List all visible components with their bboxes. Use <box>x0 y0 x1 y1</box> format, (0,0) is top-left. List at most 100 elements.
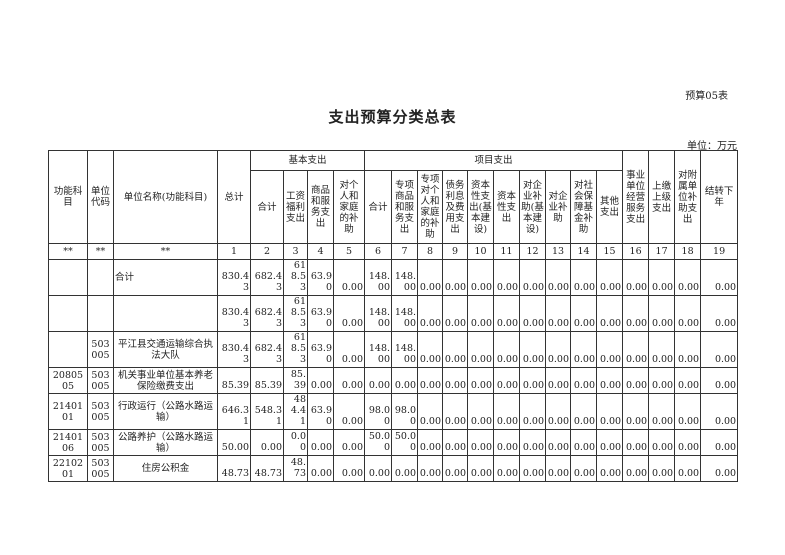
table-row: 2140106 503005 公路养护（公路水路运输） 50.00 0.00 0.00 0.… <box>48 429 739 456</box>
cell-amount: 0.00 <box>493 367 521 394</box>
cell-unit-name: 机关事业单位基本养老保险缴费支出 <box>113 367 218 394</box>
cell-unit-code: 503005 <box>87 331 114 368</box>
cell-amount: 48.73 <box>250 455 284 482</box>
cell-amount: 618.53 <box>283 295 308 332</box>
cell-amount: 0.00 <box>622 259 650 296</box>
table-row: 2140101 503005 行政运行（公路水路运输） 646.31 548.31 484… <box>48 393 739 430</box>
budget-table: 功能科目 单位代码 单位名称(功能科目) 总计 基本支出 项目支出 事业单位经营… <box>48 150 739 482</box>
cell-amount: 0.00 <box>442 455 469 482</box>
column-index: 5 <box>332 243 366 260</box>
cell-amount: 0.00 <box>622 455 650 482</box>
header-other-0: 事业单位经营服务支出 <box>622 150 650 244</box>
cell-unit-code: 503005 <box>87 455 114 482</box>
cell-amount: 50.00 <box>364 429 393 456</box>
cell-amount: 0.00 <box>622 367 650 394</box>
header-total: 总计 <box>217 150 251 244</box>
cell-amount: 0.00 <box>417 455 444 482</box>
header-unit-name: 单位名称(功能科目) <box>113 150 218 244</box>
header-basic-col: 对个人和家庭的补助 <box>332 170 366 244</box>
cell-amount: 0.00 <box>596 295 624 332</box>
cell-amount: 548.31 <box>250 393 284 430</box>
column-index: 1 <box>217 243 251 260</box>
column-index: 12 <box>519 243 547 260</box>
cell-amount: 0.00 <box>596 367 624 394</box>
cell-amount: 98.00 <box>391 393 419 430</box>
cell-amount: 0.00 <box>700 367 739 394</box>
cell-amount: 682.43 <box>250 331 284 368</box>
cell-amount: 0.00 <box>332 259 366 296</box>
cell-unit-name: 公路养护（公路水路运输） <box>113 429 218 456</box>
cell-amount: 0.00 <box>332 295 366 332</box>
header-project-col: 专项商品和服务支出 <box>391 170 419 244</box>
header-other-2: 对附属单位补助支出 <box>674 150 702 244</box>
cell-amount: 63.90 <box>307 259 334 296</box>
cell-amount: 0.00 <box>648 393 676 430</box>
cell-amount: 0.00 <box>493 295 521 332</box>
cell-amount: 0.00 <box>307 429 334 456</box>
cell-amount: 85.39 <box>217 367 251 394</box>
column-index: ** <box>87 243 114 260</box>
cell-amount: 0.00 <box>283 429 308 456</box>
cell-amount: 50.00 <box>391 429 419 456</box>
column-index: 14 <box>570 243 598 260</box>
cell-amount: 0.00 <box>493 429 521 456</box>
cell-amount: 0.00 <box>545 429 572 456</box>
cell-amount: 0.00 <box>700 259 739 296</box>
cell-amount: 48.73 <box>283 455 308 482</box>
header-func-subject: 功能科目 <box>48 150 88 244</box>
header-project-col: 对企业补助 <box>545 170 572 244</box>
cell-amount: 0.00 <box>545 259 572 296</box>
header-project-col: 对企业补助(基本建设) <box>519 170 547 244</box>
column-index: 17 <box>648 243 676 260</box>
cell-unit-name <box>113 295 218 332</box>
cell-unit-name: 合计 <box>113 259 218 296</box>
header-project-col: 专项对个人和家庭的补助 <box>417 170 444 244</box>
cell-amount: 0.00 <box>332 367 366 394</box>
cell-amount: 85.39 <box>283 367 308 394</box>
cell-amount: 0.00 <box>519 455 547 482</box>
cell-amount: 0.00 <box>596 393 624 430</box>
cell-amount: 0.00 <box>417 295 444 332</box>
header-project-col: 资本性支出(基本建设) <box>467 170 495 244</box>
cell-amount: 0.00 <box>570 295 598 332</box>
table-row: 合计 830.43 682.43 618.53 63.90 0.00 148.00 148.0… <box>48 259 739 296</box>
cell-amount: 0.00 <box>648 429 676 456</box>
cell-amount: 0.00 <box>700 429 739 456</box>
cell-amount: 0.00 <box>332 393 366 430</box>
cell-amount: 0.00 <box>442 393 469 430</box>
cell-amount: 618.53 <box>283 331 308 368</box>
column-index: 8 <box>417 243 444 260</box>
cell-amount: 0.00 <box>545 331 572 368</box>
cell-amount: 0.00 <box>307 367 334 394</box>
cell-unit-name: 行政运行（公路水路运输） <box>113 393 218 430</box>
cell-amount: 830.43 <box>217 259 251 296</box>
cell-func-subject: 2140106 <box>48 429 88 456</box>
cell-amount: 682.43 <box>250 259 284 296</box>
cell-func-subject: 2140101 <box>48 393 88 430</box>
cell-amount: 0.00 <box>467 259 495 296</box>
cell-func-subject <box>48 295 88 332</box>
header-other-3: 结转下年 <box>700 150 739 244</box>
column-index: 11 <box>493 243 521 260</box>
table-row: 2080505 503005 机关事业单位基本养老保险缴费支出 85.39 85.39 8… <box>48 367 739 394</box>
cell-amount: 0.00 <box>442 429 469 456</box>
cell-amount: 0.00 <box>493 455 521 482</box>
cell-amount: 0.00 <box>700 393 739 430</box>
column-index: 2 <box>250 243 284 260</box>
cell-amount: 0.00 <box>570 331 598 368</box>
cell-amount: 0.00 <box>519 331 547 368</box>
column-index: 18 <box>674 243 702 260</box>
cell-amount: 0.00 <box>648 455 676 482</box>
cell-amount: 0.00 <box>570 455 598 482</box>
cell-amount: 0.00 <box>417 331 444 368</box>
cell-amount: 646.31 <box>217 393 251 430</box>
cell-amount: 0.00 <box>545 393 572 430</box>
cell-unit-name: 平江县交通运输综合执法大队 <box>113 331 218 368</box>
cell-amount: 148.00 <box>364 295 393 332</box>
column-index: ** <box>48 243 88 260</box>
cell-amount: 48.73 <box>217 455 251 482</box>
cell-amount: 0.00 <box>467 367 495 394</box>
cell-amount: 0.00 <box>622 331 650 368</box>
cell-amount: 0.00 <box>648 331 676 368</box>
cell-func-subject <box>48 331 88 368</box>
